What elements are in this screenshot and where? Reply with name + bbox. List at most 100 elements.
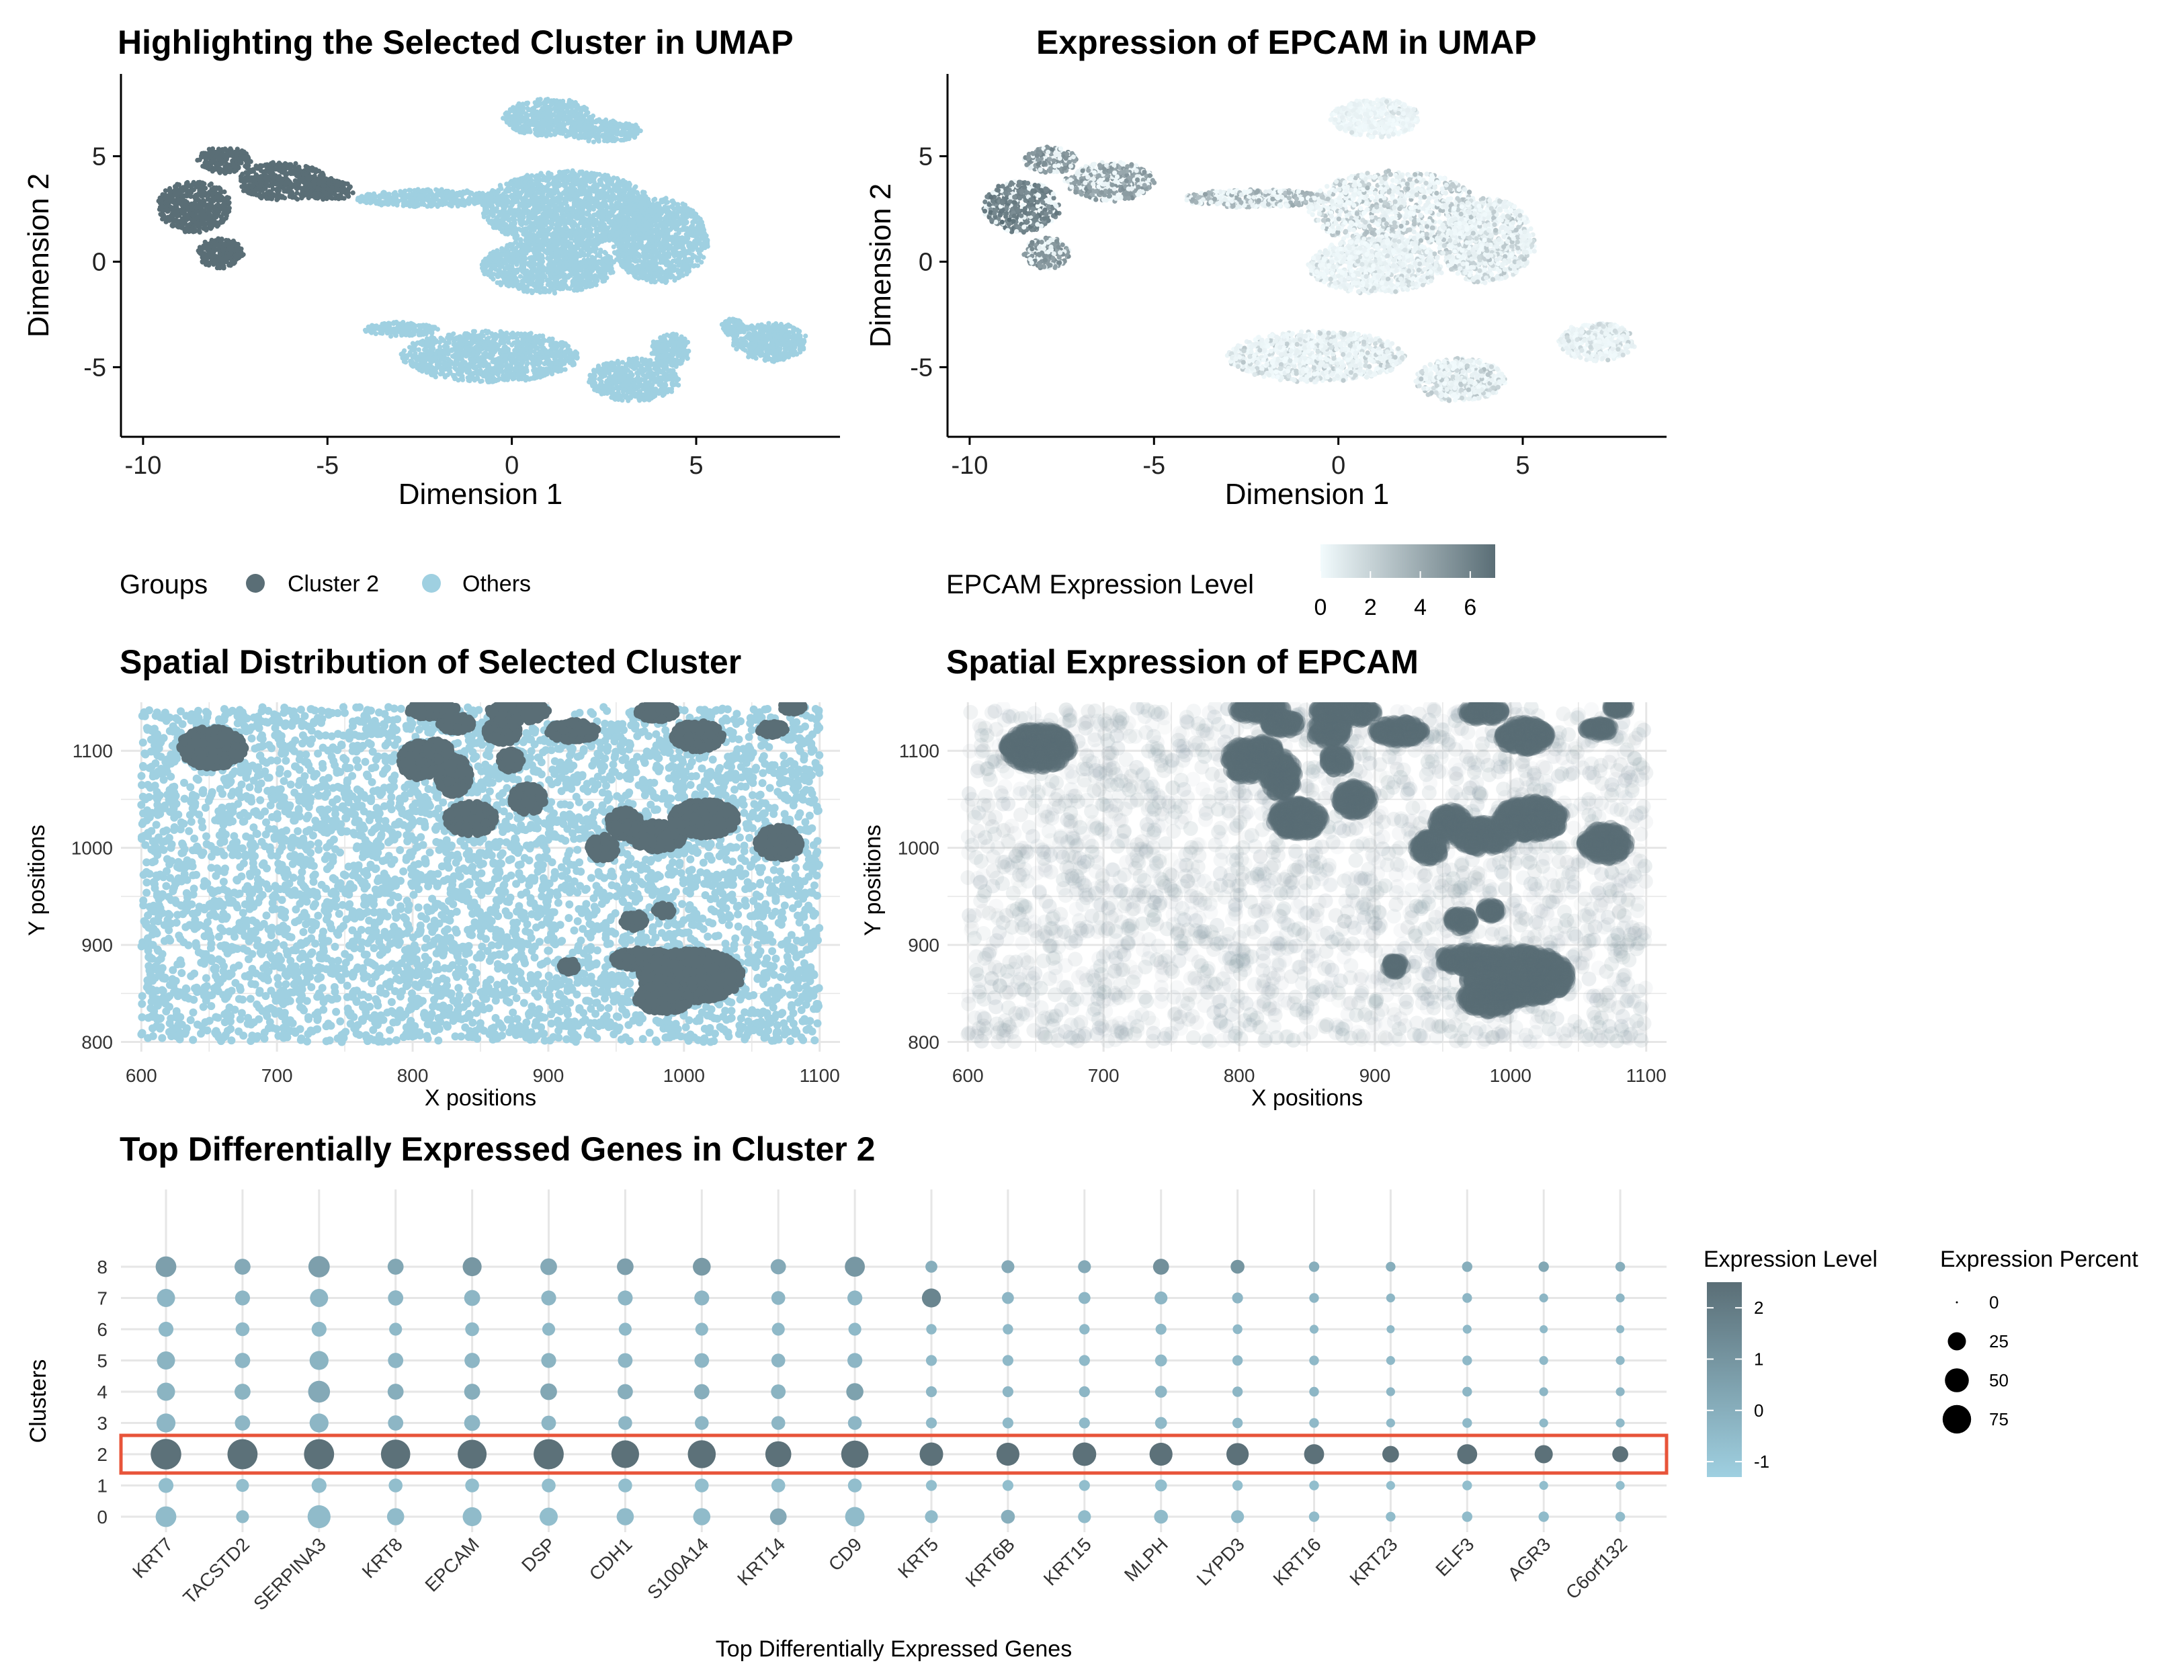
- umap-cluster-point: [581, 200, 587, 205]
- umap-cluster-point: [556, 122, 561, 128]
- umap-cluster-point: [611, 259, 617, 265]
- umap-cluster-point: [669, 246, 674, 251]
- umap-cluster-point: [521, 275, 527, 281]
- umap-cluster-point: [698, 247, 704, 252]
- umap-cluster-point: [485, 207, 490, 212]
- umap-cluster-point: [652, 206, 657, 211]
- umap-cluster-point: [634, 131, 640, 136]
- umap-cluster-point: [482, 198, 488, 203]
- umap-cluster-point: [622, 217, 628, 222]
- umap-cluster-point: [525, 289, 530, 294]
- umap-cluster-point: [562, 267, 567, 272]
- umap-cluster-point: [513, 276, 519, 281]
- umap-cluster-point: [553, 257, 558, 263]
- umap-cluster-point: [581, 124, 587, 130]
- umap-cluster-point: [557, 215, 562, 220]
- umap-cluster-point: [414, 197, 419, 202]
- umap-cluster-point: [595, 253, 600, 258]
- umap-cluster-point: [500, 202, 505, 207]
- umap-cluster-point: [418, 193, 424, 198]
- umap-cluster-point: [455, 203, 460, 208]
- umap-cluster-point: [562, 246, 568, 251]
- umap-cluster-point: [659, 257, 665, 263]
- umap-cluster-point: [548, 248, 554, 253]
- umap-cluster-point: [632, 224, 638, 230]
- umap-cluster-point: [513, 228, 519, 233]
- umap-cluster-point: [657, 218, 663, 224]
- umap-cluster-point: [575, 272, 581, 278]
- umap-cluster-point: [461, 200, 466, 206]
- umap-cluster-point: [516, 109, 521, 114]
- umap-cluster-point: [509, 266, 515, 271]
- umap-cluster-point: [562, 278, 568, 284]
- umap-cluster-point: [587, 178, 593, 183]
- umap-cluster-point: [632, 203, 638, 208]
- umap-cluster-point: [442, 201, 448, 206]
- umap-cluster-point: [593, 246, 599, 251]
- umap-cluster-point: [472, 192, 477, 198]
- umap-cluster-point: [436, 198, 442, 204]
- umap-cluster-point: [647, 217, 653, 222]
- umap-cluster-point: [556, 261, 562, 267]
- umap-cluster-point: [638, 239, 644, 245]
- umap-cluster-point: [664, 218, 669, 223]
- umap-cluster-point: [648, 269, 653, 275]
- umap-cluster-point: [526, 198, 531, 204]
- umap-cluster-point: [589, 198, 595, 204]
- umap-cluster-point: [573, 280, 578, 286]
- umap-cluster-point: [523, 185, 529, 191]
- umap-cluster-point: [673, 219, 679, 224]
- umap-cluster-point: [638, 214, 643, 220]
- umap-cluster-point: [664, 223, 669, 228]
- umap-cluster-point: [575, 239, 580, 244]
- umap-cluster-points: [156, 97, 808, 403]
- umap-cluster-point: [618, 197, 624, 202]
- umap-cluster-point: [531, 201, 537, 206]
- umap-cluster-point: [607, 266, 612, 271]
- umap-cluster-point: [529, 181, 534, 187]
- umap-cluster-point: [569, 172, 575, 178]
- umap-cluster-point: [666, 262, 671, 268]
- umap-cluster-point: [504, 245, 509, 251]
- umap-cluster-point: [560, 219, 566, 225]
- umap-cluster-point: [597, 205, 603, 210]
- umap-cluster-point: [444, 195, 450, 200]
- umap-cluster-point: [513, 189, 519, 194]
- umap-cluster-point: [583, 171, 589, 177]
- umap-cluster-point: [472, 201, 477, 206]
- umap-cluster-point: [558, 202, 564, 208]
- umap-cluster-point: [640, 267, 646, 272]
- umap-cluster-point: [545, 171, 551, 177]
- umap-cluster-point: [368, 198, 374, 203]
- umap-cluster-point: [607, 187, 612, 194]
- umap-cluster-point: [645, 255, 650, 260]
- umap-cluster-point: [542, 100, 547, 106]
- umap-cluster-point: [667, 214, 672, 219]
- umap-cluster-point: [624, 210, 630, 216]
- umap-cluster-point: [687, 229, 692, 235]
- umap-cluster-point: [503, 222, 509, 227]
- umap-cluster-title: Highlighting the Selected Cluster in UMA…: [118, 24, 794, 61]
- umap-cluster-point: [589, 204, 595, 210]
- umap-cluster-point: [646, 241, 651, 247]
- umap-cluster-point: [566, 274, 571, 280]
- umap-cluster-point: [504, 200, 509, 205]
- umap-cluster-point: [593, 125, 598, 130]
- umap-cluster-point: [594, 196, 599, 201]
- umap-cluster-point: [652, 234, 657, 239]
- umap-cluster-point: [637, 231, 643, 237]
- umap-cluster-point: [578, 261, 583, 267]
- umap-cluster-point: [437, 202, 442, 208]
- umap-cluster-point: [540, 123, 546, 128]
- umap-cluster-point: [669, 226, 674, 232]
- umap-cluster-point: [596, 265, 601, 271]
- umap-cluster-point: [657, 253, 663, 259]
- umap-cluster-point: [553, 251, 558, 256]
- umap-cluster-point: [695, 263, 700, 268]
- umap-cluster-point: [540, 267, 546, 272]
- umap-cluster-point: [480, 191, 485, 196]
- umap-cluster-point: [538, 182, 544, 187]
- umap-cluster-point: [532, 220, 537, 226]
- umap-cluster-point: [513, 239, 518, 245]
- umap-cluster-point: [499, 196, 504, 202]
